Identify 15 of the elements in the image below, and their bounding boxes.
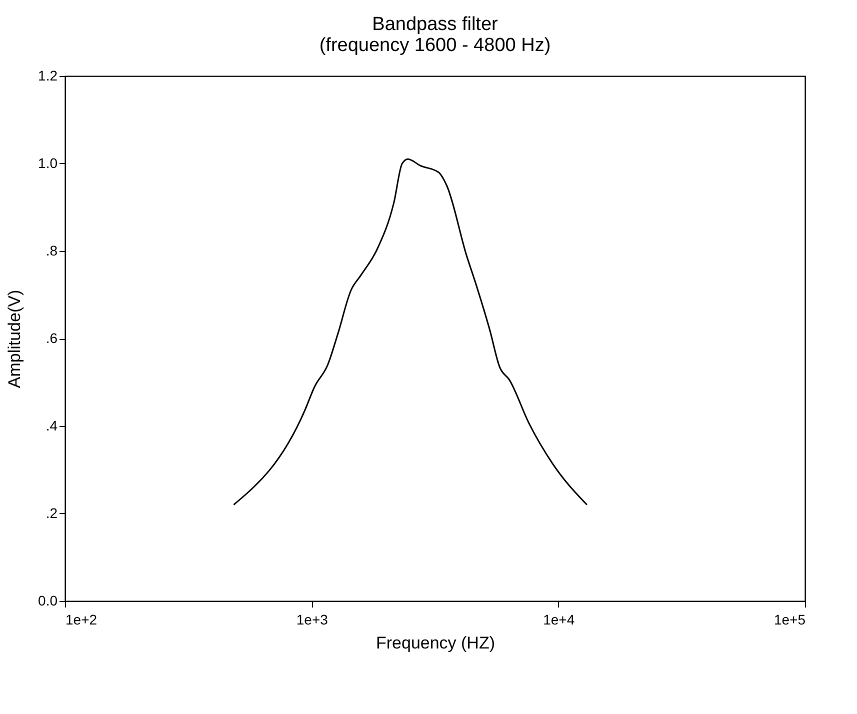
y-tick-label: 1.2: [38, 68, 58, 84]
y-tick-label: .2: [46, 505, 58, 521]
y-tick-label: .6: [46, 330, 58, 346]
y-tick-label: 0.0: [38, 592, 58, 608]
x-axis-title: Frequency (HZ): [376, 634, 496, 652]
y-tick-label: .8: [46, 242, 58, 258]
x-tick-label: 1e+2: [66, 612, 98, 628]
y-axis-title: Amplitude(V): [5, 290, 24, 388]
y-tick-label: .4: [46, 418, 58, 434]
y-tick-label: 1.0: [38, 155, 58, 171]
text: Bandpass filter: [372, 14, 498, 35]
x-tick-label: 1e+5: [774, 612, 806, 628]
text: (frequency 1600 - 4800 Hz): [319, 35, 551, 56]
x-tick-label: 1e+3: [296, 612, 328, 628]
x-tick-label: 1e+4: [543, 612, 575, 628]
